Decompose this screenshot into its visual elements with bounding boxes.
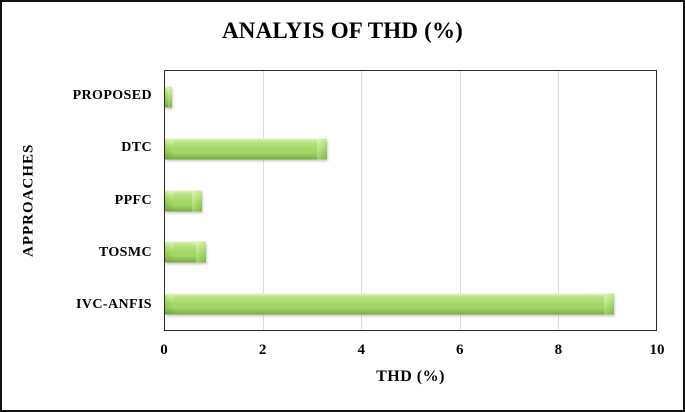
gridline-4 — [361, 71, 363, 330]
chart-title: ANALYIS OF THD (%) — [221, 18, 464, 43]
x-tick-label-10: 10 — [649, 342, 665, 358]
bar-tosmc — [165, 241, 206, 263]
category-label-proposed: PROPOSED — [72, 88, 152, 104]
category-label-ppfc: PPFC — [114, 192, 152, 208]
bar-ppfc — [165, 190, 202, 211]
gridline-2 — [263, 71, 265, 330]
category-label-ivc-anfis: IVC-ANFIS — [76, 296, 152, 312]
category-axis-labels: PROPOSED DTC PPFC TOSMC IVC-ANFIS — [2, 70, 152, 331]
x-tick-label-8: 8 — [554, 342, 563, 358]
gridline-6 — [459, 71, 461, 330]
x-tick-label-2: 2 — [258, 342, 267, 358]
x-axis-title: THD (%) — [376, 368, 445, 385]
x-tick-label-6: 6 — [456, 342, 464, 358]
x-tick-label-0: 0 — [160, 342, 168, 358]
gridline-8 — [557, 71, 559, 330]
x-tick-label-4: 4 — [357, 342, 365, 358]
bar-proposed — [165, 86, 173, 108]
x-axis-tick-labels: 0 2 4 6 8 10 — [160, 342, 664, 362]
bar-ivc-anfis — [165, 293, 615, 315]
bar-dtc — [165, 138, 328, 160]
category-label-dtc: DTC — [121, 140, 152, 156]
bar-series — [165, 71, 656, 330]
plot-area — [164, 70, 657, 331]
category-label-tosmc: TOSMC — [98, 244, 152, 260]
